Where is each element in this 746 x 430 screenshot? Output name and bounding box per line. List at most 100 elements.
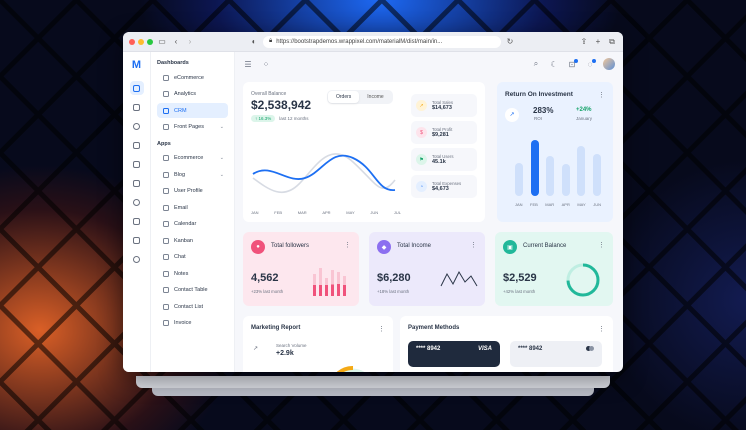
income-series-line <box>252 153 396 194</box>
shield-icon[interactable]: ◐ <box>251 36 257 46</box>
total-followers-card: ● Total followers ⋮ 4,562 +23% last mont… <box>243 232 359 306</box>
tabs-overview-icon[interactable]: ⧉ <box>609 36 615 46</box>
stat-total-users: ⚑ Total Users 45.1k <box>411 148 477 171</box>
app-logo[interactable]: M <box>131 59 142 71</box>
reload-icon[interactable]: ↻ <box>506 36 514 46</box>
tables-rail-icon[interactable] <box>130 214 144 228</box>
avatar[interactable] <box>603 58 615 70</box>
icon-rail: M <box>123 52 151 372</box>
current-balance-value: $2,529 <box>503 272 537 284</box>
sidebar-item-email[interactable]: Email <box>157 200 228 215</box>
more-options-icon[interactable]: ⋮ <box>470 242 477 249</box>
more-options-icon[interactable]: ⋮ <box>344 242 351 249</box>
balance-ring-chart <box>566 263 600 297</box>
chat-rail-icon[interactable] <box>130 119 144 133</box>
mini-bar <box>319 268 322 296</box>
dark-mode-icon[interactable]: ☾ <box>550 59 558 69</box>
more-options-icon[interactable]: ⋮ <box>598 326 605 333</box>
current-balance-title: Current Balance <box>523 243 567 249</box>
cart-icon[interactable]: ⊡ <box>568 58 578 69</box>
maximize-window-button[interactable] <box>147 38 153 45</box>
invoice-icon <box>163 320 169 326</box>
table-icon <box>163 287 169 293</box>
stat-total-sales: ↗ Total Sales $14,673 <box>411 94 477 117</box>
close-window-button[interactable] <box>129 38 135 45</box>
income-value: $6,280 <box>377 272 411 284</box>
x-tick: MAY <box>577 202 586 207</box>
share-icon[interactable]: ⇪ <box>580 36 588 46</box>
sidebar-item-ecommerce-app[interactable]: Ecommerce ⌄ <box>157 151 228 166</box>
payment-methods-card: Payment Methods ⋮ **** 8942 VISA **** 89… <box>400 316 613 372</box>
x-tick: JUN <box>370 210 379 215</box>
sidebar-item-invoice[interactable]: Invoice <box>157 316 228 331</box>
window-shadow-back <box>152 386 594 396</box>
followers-note: +23% last month <box>251 289 284 294</box>
sidebar-item-front-pages[interactable]: Front Pages ⌄ <box>157 120 228 135</box>
apps-rail-icon[interactable] <box>130 100 144 114</box>
sidebar-item-notes[interactable]: Notes <box>157 266 228 281</box>
search-volume-label: Search Volume <box>276 343 307 348</box>
dashboard-rail-icon[interactable] <box>129 81 144 95</box>
sidebar-heading-dashboards: Dashboards <box>157 60 189 66</box>
window-controls <box>129 38 153 45</box>
new-tab-icon[interactable]: + <box>595 36 601 46</box>
roi-bar <box>577 146 586 196</box>
sidebar-item-calendar[interactable]: Calendar <box>157 217 228 232</box>
user-icon <box>163 188 169 194</box>
mini-bar <box>337 272 340 296</box>
main-content: ☰ ⁘ ⌕ ☾ ⊡ ◌ Overall Balance $2,538,942 ↑… <box>235 52 623 372</box>
visa-logo: VISA <box>477 346 492 352</box>
balance-tabs: Orders Income <box>327 90 393 104</box>
charts-rail-icon[interactable] <box>130 176 144 190</box>
blog-icon <box>163 171 169 178</box>
pages-rail-icon[interactable] <box>130 138 144 152</box>
minimize-window-button[interactable] <box>138 38 144 45</box>
lock-icon: 🔒︎ <box>269 38 273 44</box>
sidebar-item-blog[interactable]: Blog ⌄ <box>157 167 228 182</box>
more-options-icon[interactable]: ⋮ <box>378 326 385 333</box>
address-bar[interactable]: 🔒︎ https://bootstrapdemos.wrappixel.com/… <box>263 35 501 48</box>
tab-orders[interactable]: Orders <box>328 91 360 103</box>
chevron-down-icon: ⌄ <box>219 171 224 178</box>
apps-grid-icon[interactable]: ⁘ <box>262 59 270 69</box>
sidebar-item-analytics[interactable]: Analytics <box>157 87 228 102</box>
users-rail-icon[interactable] <box>130 195 144 209</box>
stat-total-profit: $ Total Profit $9,281 <box>411 121 477 144</box>
roi-bar <box>592 154 601 196</box>
more-options-icon[interactable]: ⋮ <box>598 242 605 249</box>
x-tick: MAR <box>545 202 555 207</box>
sidebar-item-chat[interactable]: Chat <box>157 250 228 265</box>
sidebar-item-user-profile[interactable]: User Profile <box>157 184 228 199</box>
total-income-card: ◆ Total Income ⋮ $6,280 +18% last month <box>369 232 485 306</box>
chevron-down-icon: ⌄ <box>219 155 224 161</box>
search-icon[interactable]: ⌕ <box>533 59 539 68</box>
sidebar-toggle-icon[interactable]: ▭ <box>158 36 166 46</box>
sidebar-item-contact-list[interactable]: Contact List <box>157 299 228 314</box>
forms-rail-icon[interactable] <box>130 157 144 171</box>
sidebar-item-contact-table[interactable]: Contact Table <box>157 283 228 298</box>
sidebar-item-ecommerce[interactable]: eCommerce <box>157 70 228 85</box>
followers-title: Total followers <box>271 243 310 249</box>
settings-rail-icon[interactable] <box>130 252 144 266</box>
sidebar-item-kanban[interactable]: Kanban <box>157 233 228 248</box>
roi-bar <box>561 164 570 196</box>
list-icon <box>163 303 169 310</box>
forward-icon[interactable]: › <box>188 36 192 46</box>
window-shadow-mid <box>136 376 610 388</box>
balance-change-note: last 12 months <box>279 116 309 121</box>
crm-icon <box>163 107 169 114</box>
wallet-icon: ▣ <box>503 240 517 254</box>
visa-card[interactable]: **** 8942 VISA <box>408 341 500 367</box>
menu-icon[interactable]: ☰ <box>244 59 252 69</box>
notification-icon[interactable]: ◌ <box>585 58 596 69</box>
tab-income[interactable]: Income <box>367 94 384 100</box>
followers-mini-bars <box>313 268 346 296</box>
balance-line-chart <box>252 153 396 194</box>
widgets-rail-icon[interactable] <box>130 233 144 247</box>
sidebar-item-crm[interactable]: CRM <box>157 103 228 118</box>
roi-change: +24% <box>576 107 592 113</box>
mastercard-card[interactable]: **** 8942 <box>510 341 602 367</box>
back-icon[interactable]: ‹ <box>174 36 178 46</box>
chat-icon <box>163 254 169 260</box>
more-options-icon[interactable]: ⋮ <box>598 92 605 99</box>
